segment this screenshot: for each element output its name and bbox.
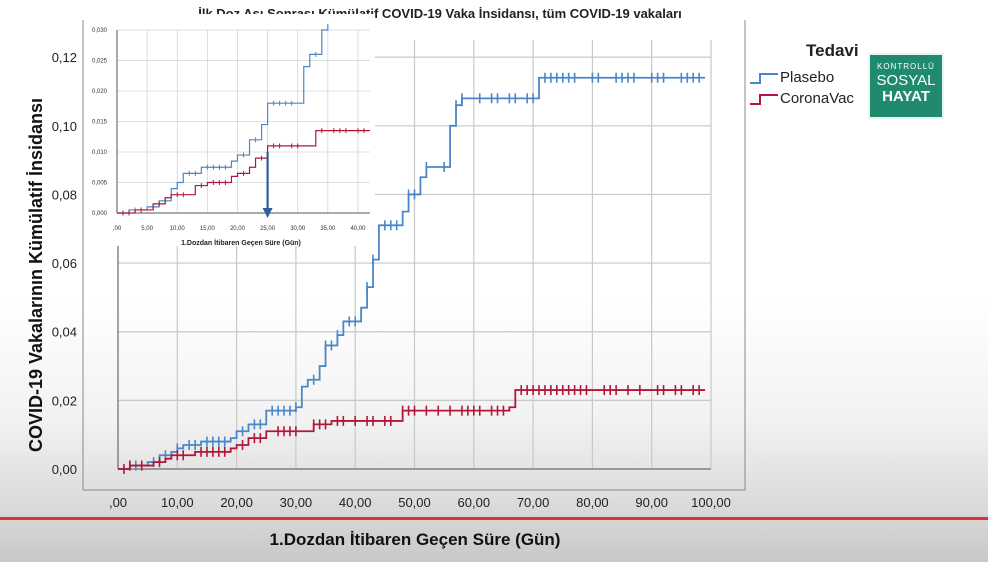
- legend-item-coronavac: CoronaVac: [780, 90, 854, 107]
- y-tick-label: 0,12: [52, 50, 77, 65]
- legend-item-plasebo: Plasebo: [780, 69, 834, 86]
- x-tick-label: ,00: [109, 495, 127, 510]
- x-tick-label: 90,00: [635, 495, 668, 510]
- x-tick-label: 40,00: [339, 495, 372, 510]
- logo-line-2: SOSYAL: [876, 72, 936, 89]
- series-line-coronavac: [118, 389, 706, 470]
- inset-series: [117, 23, 370, 216]
- inset-background: [92, 14, 375, 246]
- x-tick-label: 80,00: [576, 495, 609, 510]
- y-tick-label: 0,020: [92, 89, 108, 95]
- y-tick-label: 0,06: [52, 256, 77, 271]
- legend: Tedavi Plasebo CoronaVac: [750, 41, 859, 107]
- legend-swatch-coronavac: [750, 94, 778, 105]
- y-tick-label: 0,030: [92, 28, 108, 34]
- y-tick-label: 0,08: [52, 187, 77, 202]
- main-series: [118, 72, 706, 474]
- x-tick-label: 25,00: [260, 226, 276, 232]
- divider-line: [0, 517, 988, 520]
- x-tick-label: 20,00: [220, 495, 253, 510]
- y-tick-label: 0,02: [52, 393, 77, 408]
- x-tick-label: 35,00: [320, 226, 336, 232]
- main-ticks: ,00 10,00 20,00 30,00 40,00 50,00 60,00 70,00 80…: [52, 50, 731, 510]
- inset-chart: ,00 5,00 10,00 15,00 20,00 25,00 30,00 35,00 40,…: [92, 14, 375, 247]
- x-tick-label: 30,00: [290, 226, 306, 232]
- x-tick-label: 30,00: [280, 495, 313, 510]
- y-tick-label: 0,000: [92, 211, 108, 217]
- x-tick-label: 60,00: [458, 495, 491, 510]
- x-tick-label: 100,00: [691, 495, 731, 510]
- y-tick-label: 0,025: [92, 59, 108, 65]
- series-line-coronavac: [117, 130, 370, 214]
- legend-title: Tedavi: [806, 41, 859, 60]
- x-tick-label: 50,00: [398, 495, 431, 510]
- y-axis-label: COVID-19 Vakalarının Kümülatif İnsidansı: [26, 98, 46, 452]
- logo-line-1: KONTROLLÜ: [877, 62, 935, 71]
- inset-arrow: [262, 152, 273, 218]
- x-tick-label: 70,00: [517, 495, 550, 510]
- y-tick-label: 0,010: [92, 150, 108, 156]
- inset-x-axis-label: 1.Dozdan İtibaren Geçen Süre (Gün): [181, 239, 301, 247]
- x-axis-label: 1.Dozdan İtibaren Geçen Süre (Gün): [270, 530, 561, 549]
- x-tick-label: 10,00: [161, 495, 194, 510]
- x-tick-label: ,00: [113, 226, 122, 232]
- main-grid: [82, 20, 746, 491]
- y-tick-label: 0,00: [52, 462, 77, 477]
- arrow-head: [262, 208, 273, 218]
- y-tick-label: 0,005: [92, 181, 108, 187]
- x-tick-label: 10,00: [170, 226, 186, 232]
- x-tick-label: 20,00: [230, 226, 246, 232]
- x-tick-label: 15,00: [200, 226, 216, 232]
- x-tick-label: 40,00: [350, 226, 366, 232]
- y-tick-label: 0,015: [92, 120, 108, 126]
- x-tick-label: 5,00: [141, 226, 153, 232]
- legend-swatch-plasebo: [750, 73, 778, 84]
- y-tick-label: 0,10: [52, 119, 77, 134]
- y-tick-label: 0,04: [52, 325, 77, 340]
- brand-logo: KONTROLLÜ SOSYAL HAYAT: [868, 53, 944, 119]
- inset-ticks: ,00 5,00 10,00 15,00 20,00 25,00 30,00 35,00 40,…: [92, 28, 366, 232]
- logo-line-3: HAYAT: [882, 88, 930, 105]
